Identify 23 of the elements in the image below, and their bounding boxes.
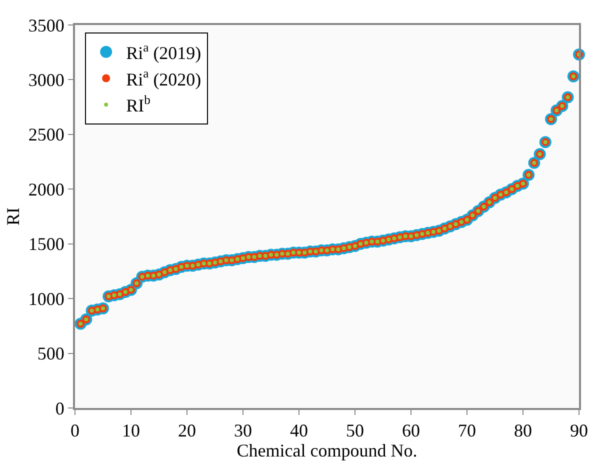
y-tick-label: 500	[37, 344, 64, 364]
legend-label: RI$^{b}$	[126, 93, 150, 116]
x-tick-label: 0	[70, 420, 80, 441]
y-tick-label: 3500	[28, 15, 64, 36]
x-tick-label: 40	[290, 420, 308, 441]
legend-label: Ri$^{a}$ (2019)	[126, 40, 202, 63]
x-tick-label: 70	[458, 420, 476, 441]
x-tick-label: 50	[346, 420, 364, 441]
y-tick-label: 2500	[28, 124, 64, 145]
y-tick-label: 1500	[28, 234, 64, 254]
x-tick-label: 60	[402, 420, 420, 441]
y-tick-label: 1000	[28, 288, 64, 309]
x-axis-title: Chemical compound No.	[236, 440, 418, 461]
x-tick-label: 10	[122, 420, 140, 441]
y-tick-label: 2000	[28, 179, 64, 200]
legend-label: Ri$^{a}$ (2020)	[126, 66, 202, 90]
x-tick-label: 90	[570, 420, 588, 441]
y-tick-label: 0	[55, 398, 64, 418]
y-tick-label: 3000	[28, 70, 64, 90]
x-tick-label: 20	[178, 420, 196, 441]
x-tick-label: 80	[514, 420, 532, 441]
y-axis-title: RI	[3, 207, 24, 226]
x-tick-label: 30	[234, 420, 252, 441]
